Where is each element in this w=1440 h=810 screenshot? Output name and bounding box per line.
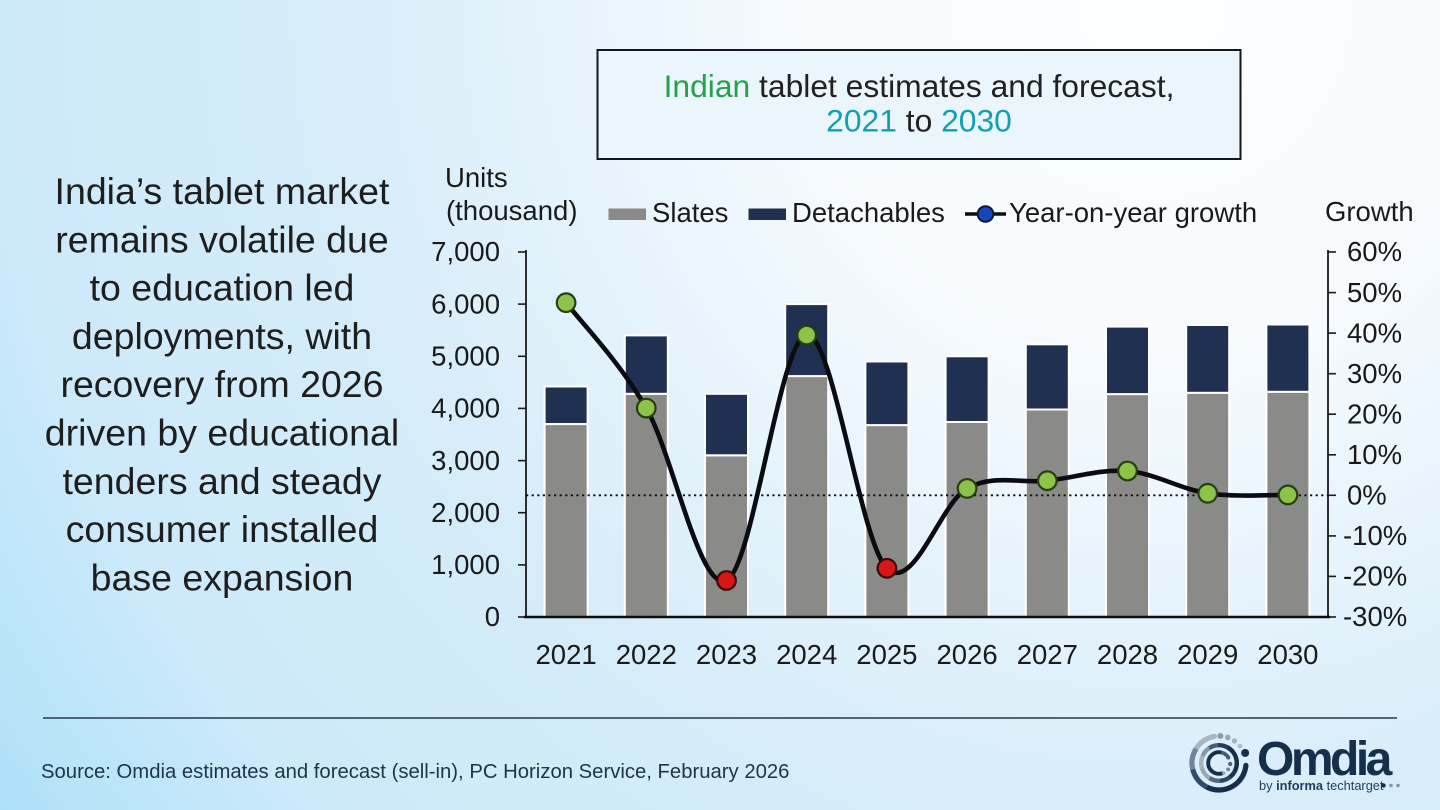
svg-text:Omdia: Omdia — [1257, 733, 1393, 786]
svg-text:-20%: -20% — [1343, 561, 1407, 592]
svg-text:2030: 2030 — [1257, 639, 1318, 670]
svg-text:7,000: 7,000 — [431, 236, 500, 267]
svg-text:base expansion: base expansion — [91, 556, 354, 598]
svg-text:Growth: Growth — [1325, 196, 1414, 227]
svg-text:4,000: 4,000 — [431, 393, 500, 424]
svg-text:3,000: 3,000 — [431, 445, 500, 476]
svg-text:10%: 10% — [1347, 439, 1402, 470]
svg-text:2029: 2029 — [1177, 639, 1238, 670]
svg-text:2021: 2021 — [536, 639, 597, 670]
svg-text:40%: 40% — [1347, 317, 1402, 348]
svg-text:2022: 2022 — [616, 639, 677, 670]
svg-text:(thousand): (thousand) — [446, 195, 577, 226]
svg-text:India’s tablet market: India’s tablet market — [55, 170, 390, 212]
svg-text:Slates: Slates — [652, 197, 728, 228]
svg-text:Source: Omdia estimates and fo: Source: Omdia estimates and forecast (se… — [41, 761, 789, 783]
svg-text:5,000: 5,000 — [431, 341, 500, 372]
svg-text:2027: 2027 — [1017, 639, 1078, 670]
svg-text:60%: 60% — [1347, 236, 1402, 267]
svg-text:deployments, with: deployments, with — [72, 315, 372, 357]
svg-text:2025: 2025 — [856, 639, 917, 670]
svg-text:Indian tablet estimates and fo: Indian tablet estimates and forecast, — [664, 68, 1175, 104]
svg-text:by informa techtarget: by informa techtarget — [1259, 778, 1384, 793]
svg-text:Detachables: Detachables — [792, 197, 945, 228]
svg-text:recovery from 2026: recovery from 2026 — [60, 363, 383, 405]
svg-text:Year-on-year growth: Year-on-year growth — [1009, 197, 1257, 228]
svg-text:6,000: 6,000 — [431, 288, 500, 319]
svg-text:2023: 2023 — [696, 639, 757, 670]
svg-text:remains volatile due: remains volatile due — [55, 218, 389, 260]
svg-text:2024: 2024 — [776, 639, 837, 670]
svg-text:20%: 20% — [1347, 398, 1402, 429]
svg-text:driven by educational: driven by educational — [45, 412, 399, 454]
svg-text:50%: 50% — [1347, 277, 1402, 308]
svg-text:consumer installed: consumer installed — [66, 508, 379, 550]
svg-text:-10%: -10% — [1343, 520, 1407, 551]
svg-text:Units: Units — [445, 162, 508, 193]
svg-text:-30%: -30% — [1343, 601, 1407, 632]
svg-text:to education led: to education led — [90, 267, 355, 309]
svg-text:1,000: 1,000 — [431, 549, 500, 580]
svg-text:2021 to 2030: 2021 to 2030 — [826, 103, 1012, 139]
svg-text:2,000: 2,000 — [431, 497, 500, 528]
svg-text:2028: 2028 — [1097, 639, 1158, 670]
svg-text:tenders and steady: tenders and steady — [63, 460, 382, 502]
svg-text:0: 0 — [485, 601, 500, 632]
svg-text:0%: 0% — [1347, 480, 1387, 511]
svg-text:30%: 30% — [1347, 358, 1402, 389]
svg-text:2026: 2026 — [937, 639, 998, 670]
